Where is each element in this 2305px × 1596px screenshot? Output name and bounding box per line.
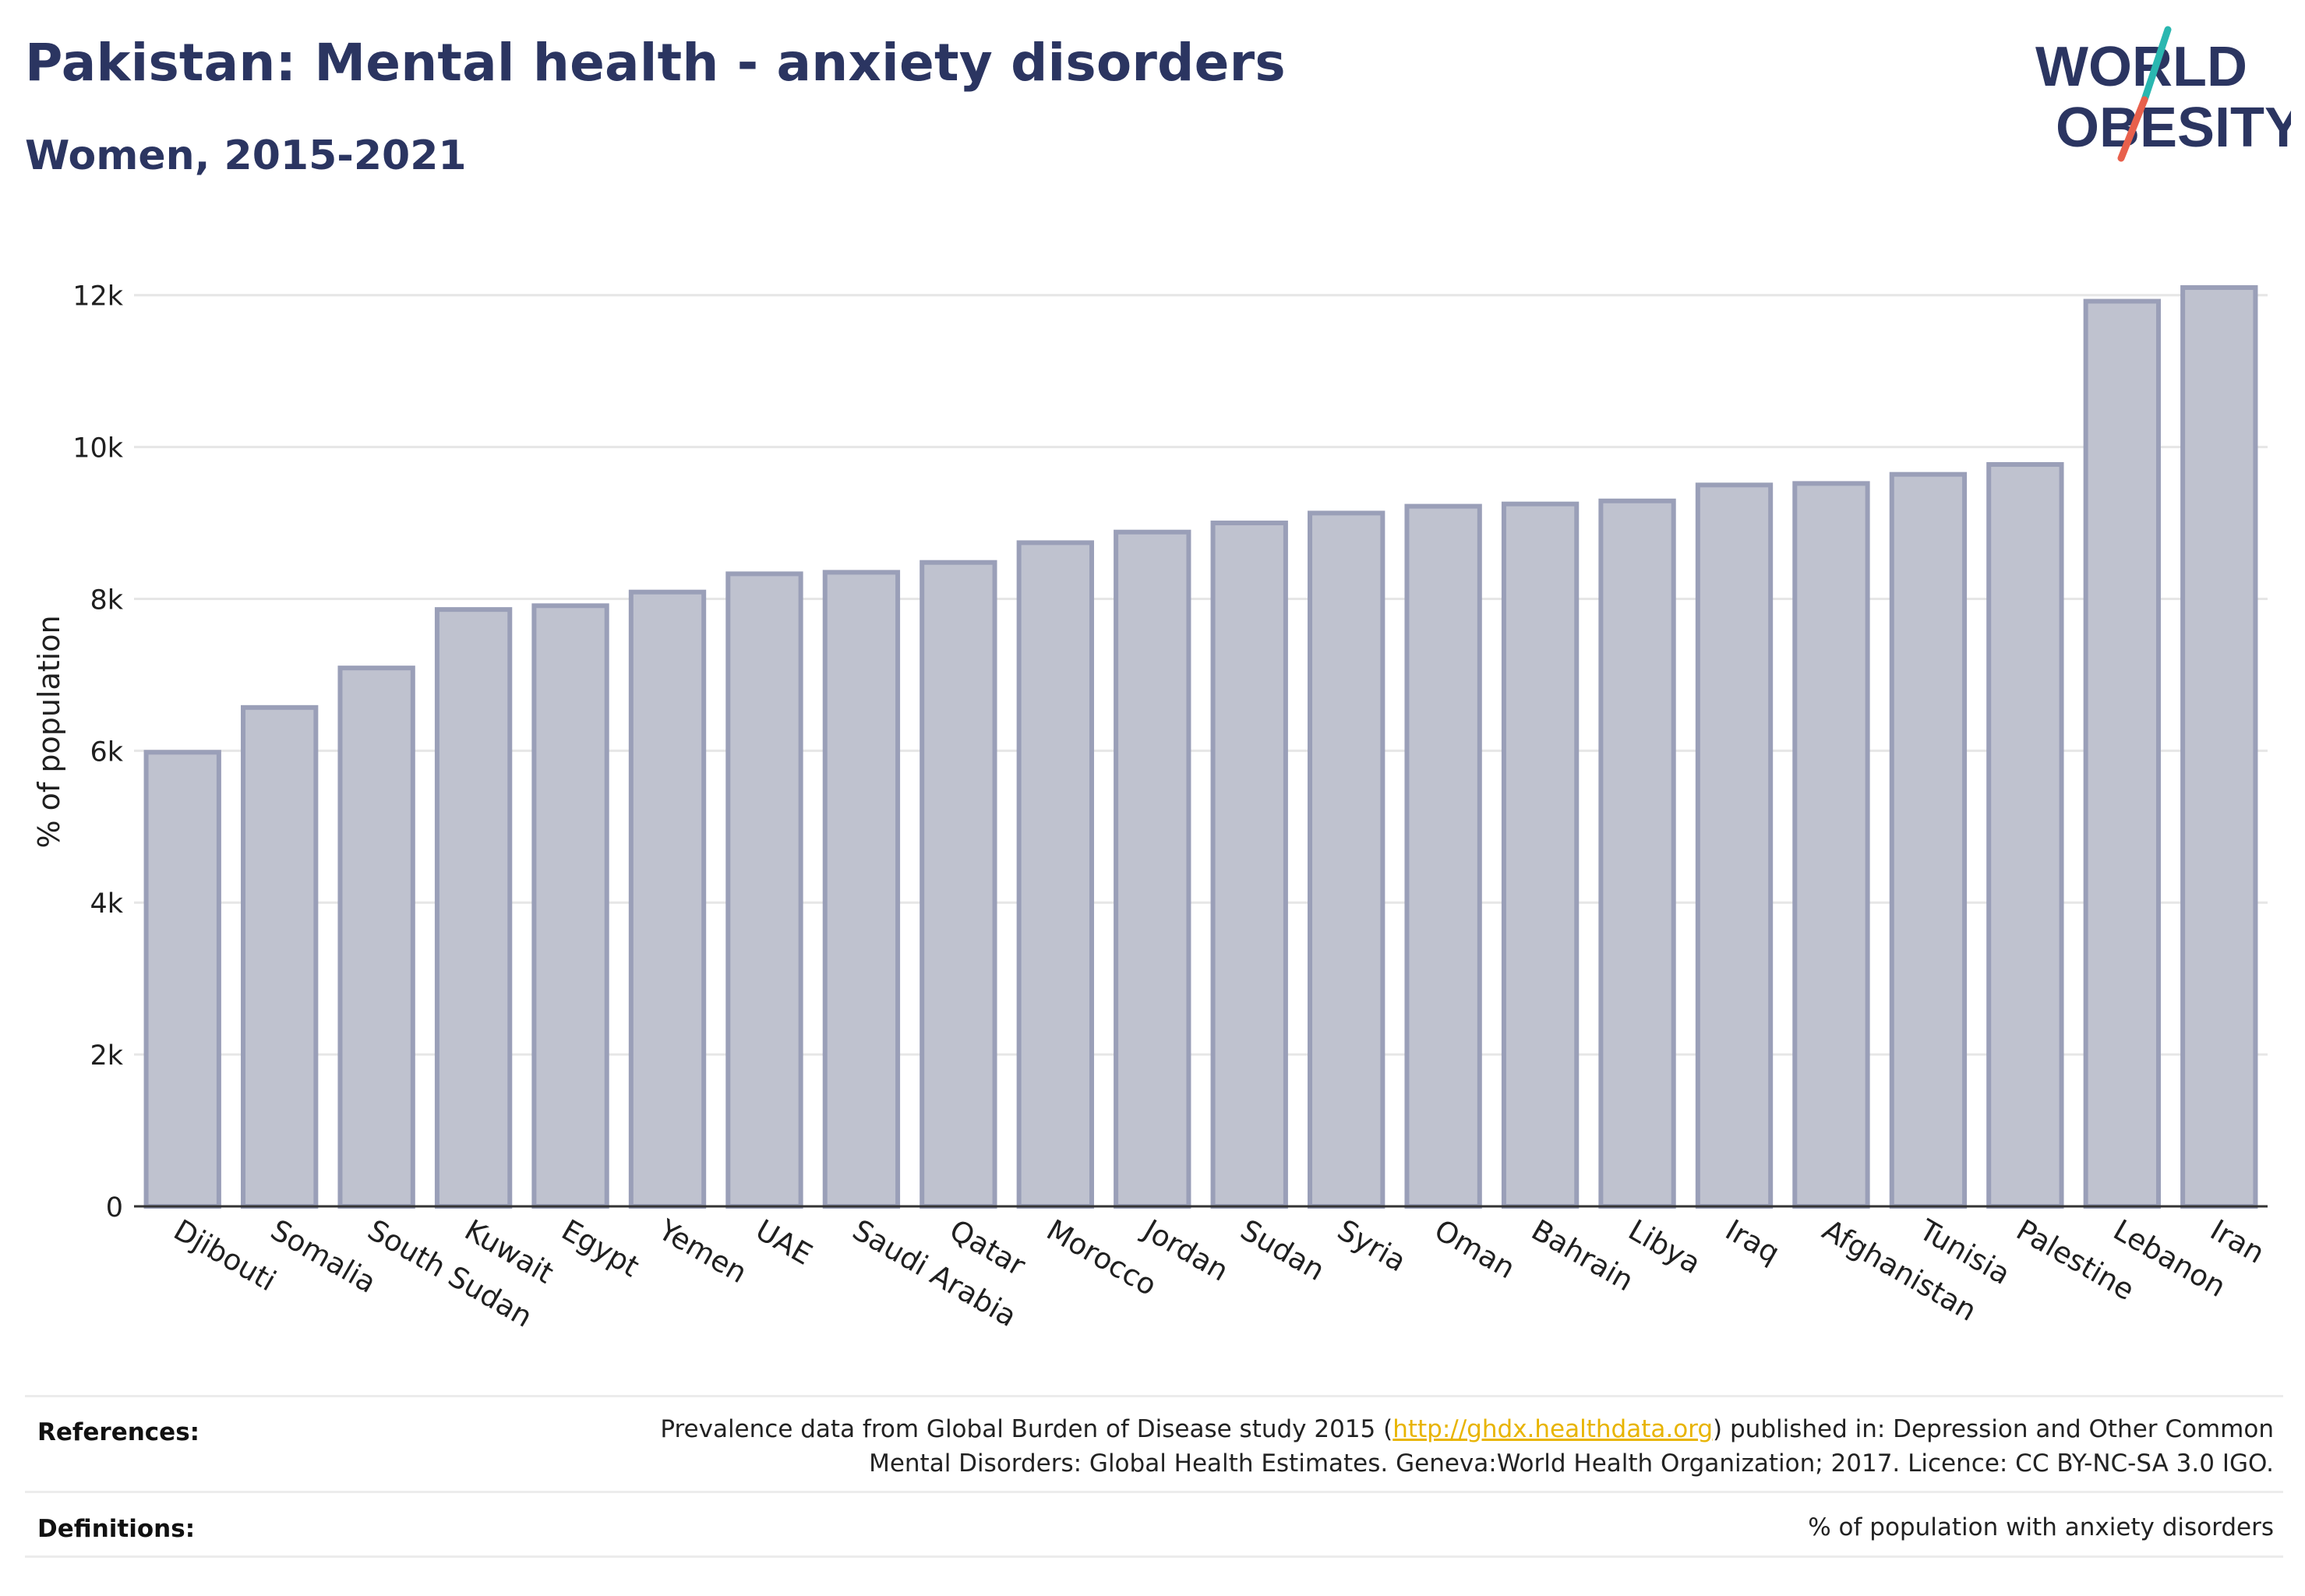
x-tick-label: Djibouti <box>168 1213 282 1298</box>
x-tick-label: Morocco <box>1041 1213 1163 1303</box>
bar <box>143 750 221 1209</box>
bar <box>725 571 803 1209</box>
y-tick-label: 2k <box>90 1040 123 1072</box>
bar <box>1598 498 1676 1209</box>
x-tick-label: Bahrain <box>1526 1213 1639 1298</box>
bar <box>822 570 901 1209</box>
bar <box>1308 510 1385 1209</box>
x-tick-label: UAE <box>750 1213 817 1272</box>
y-axis-title: % of population <box>32 615 66 848</box>
logo-word-world: WORLD <box>2035 36 2247 98</box>
references-text: Prevalence data from Global Burden of Di… <box>660 1412 2274 1481</box>
bar <box>1114 529 1191 1209</box>
x-tick-label: Somalia <box>265 1213 382 1300</box>
bar <box>1986 462 2064 1209</box>
footer-divider-mid <box>25 1491 2283 1493</box>
y-tick-label: 0 <box>106 1192 123 1223</box>
bar <box>1016 540 1094 1209</box>
world-obesity-logo: WORLD OBESITY <box>2034 22 2302 162</box>
references-line2: Mental Disorders: Global Health Estimate… <box>869 1449 2274 1478</box>
bar <box>920 560 997 1209</box>
bar <box>434 607 513 1209</box>
bar <box>1792 481 1870 1209</box>
y-tick-label: 10k <box>72 433 124 464</box>
references-label: References: <box>37 1418 200 1446</box>
bar <box>531 603 609 1209</box>
references-line1: Prevalence data from Global Burden of Di… <box>660 1412 2274 1446</box>
bar <box>1404 503 1482 1209</box>
y-tick-label: 8k <box>90 584 123 616</box>
x-tick-label: South Sudan <box>362 1213 538 1334</box>
bar <box>1889 471 1968 1209</box>
bar <box>241 704 319 1209</box>
definitions-text: % of population with anxiety disorders <box>1808 1513 2274 1541</box>
footer-divider-bottom <box>25 1555 2283 1558</box>
definitions-label: Definitions: <box>37 1515 196 1543</box>
references-line1-pre: Prevalence data from Global Burden of Di… <box>660 1415 1393 1443</box>
bar <box>337 666 415 1209</box>
x-tick-label: Iran <box>2204 1213 2270 1270</box>
x-tick-label: Syria <box>1332 1213 1412 1279</box>
logo-word-obesity: OBESITY <box>2056 97 2291 159</box>
x-tick-label: Egypt <box>556 1213 645 1284</box>
chart-title: Pakistan: Mental health - anxiety disord… <box>25 33 1286 93</box>
logo-slash-teal <box>2141 26 2172 104</box>
bar <box>1695 482 1774 1209</box>
x-tick-label: Sudan <box>1235 1213 1330 1288</box>
x-tick-label: Iraq <box>1720 1213 1785 1270</box>
y-tick-label: 12k <box>72 281 124 312</box>
references-line1-post: ) published in: Depression and Other Com… <box>1713 1415 2274 1443</box>
bar <box>2180 284 2258 1209</box>
bar <box>628 589 707 1209</box>
x-tick-label: Oman <box>1429 1213 1521 1286</box>
x-tick-label: Saudi Arabia <box>847 1213 1022 1334</box>
x-tick-label: Yemen <box>652 1213 753 1290</box>
chart-subtitle: Women, 2015-2021 <box>25 132 467 179</box>
bar <box>1501 501 1580 1209</box>
references-link[interactable]: http://ghdx.healthdata.org <box>1393 1415 1714 1443</box>
footer-divider-top <box>25 1395 2283 1397</box>
logo-slash-coral <box>2117 96 2148 162</box>
y-tick-label: 4k <box>90 888 123 920</box>
bar <box>2083 298 2161 1209</box>
y-tick-label: 6k <box>90 736 123 768</box>
bar <box>1210 521 1288 1209</box>
